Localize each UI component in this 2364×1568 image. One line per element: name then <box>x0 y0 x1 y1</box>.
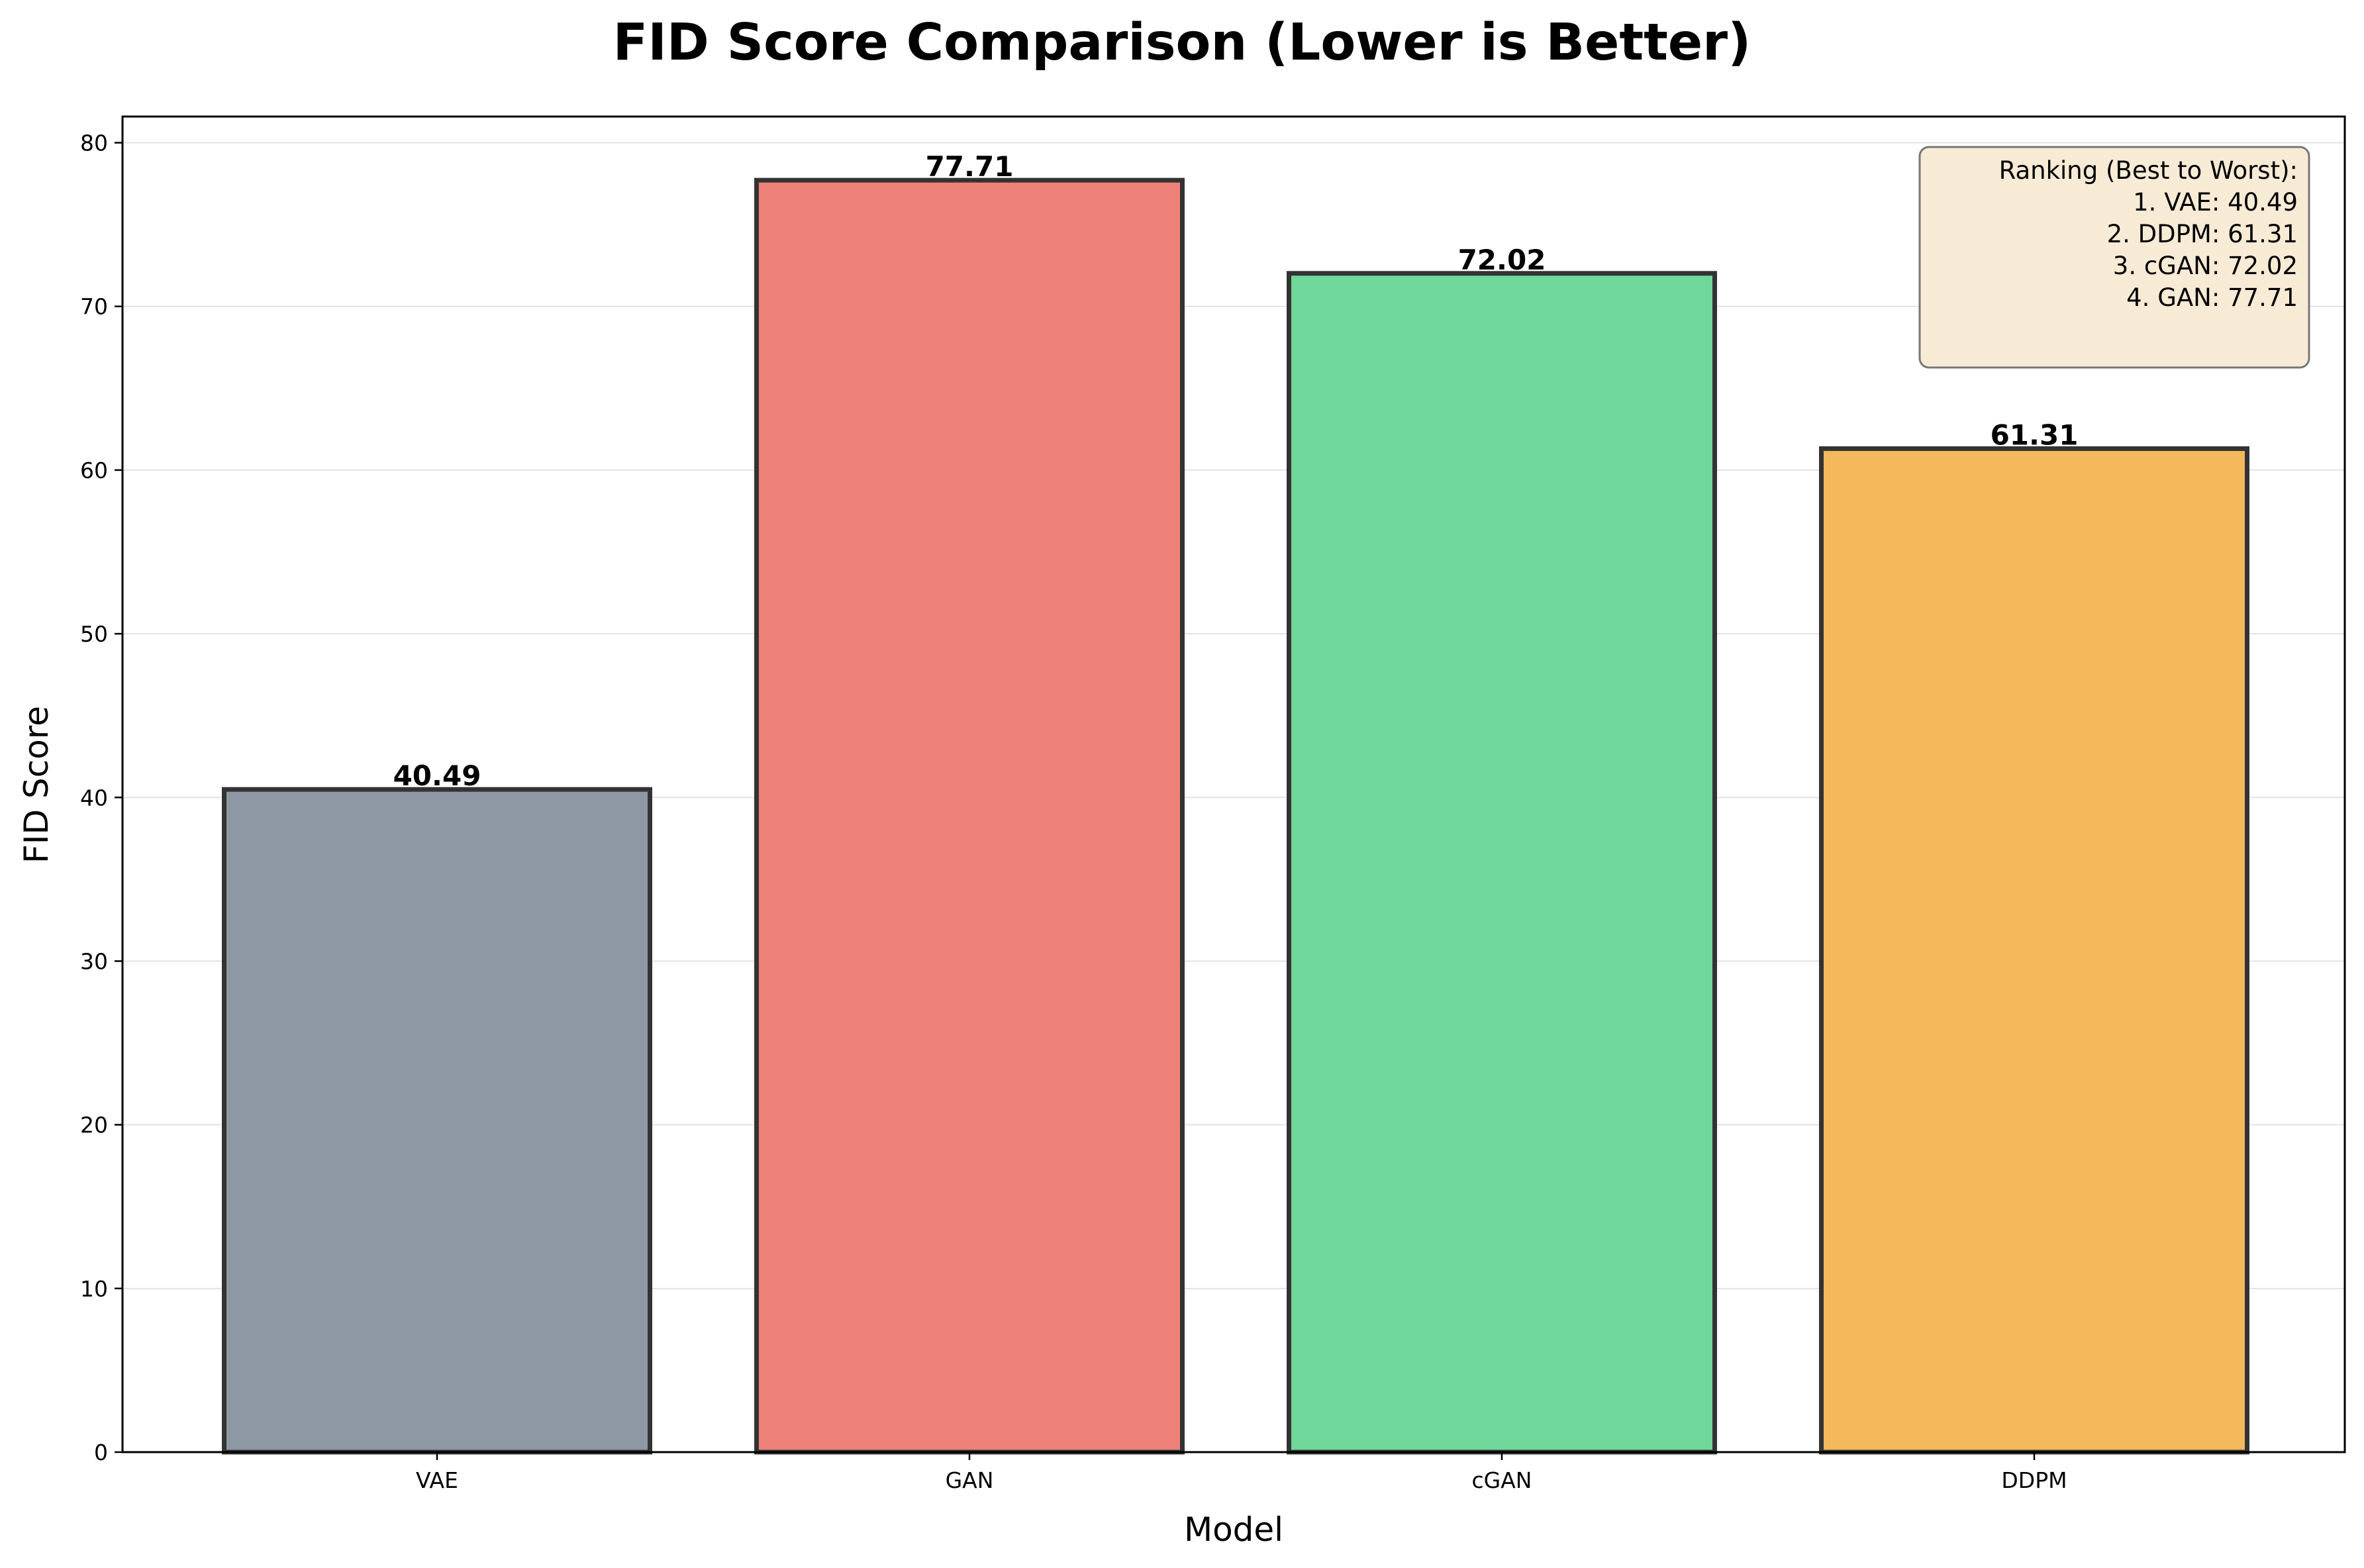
x-tick-label: VAE <box>416 1467 458 1493</box>
y-tick-label: 60 <box>80 458 108 483</box>
bar-vae <box>222 787 652 1455</box>
y-tick-label: 20 <box>80 1112 108 1138</box>
bar-cgan <box>1287 271 1717 1455</box>
bar-ddpm <box>1819 446 2249 1455</box>
data-label-vae: 40.49 <box>393 760 481 792</box>
ranking-annotation-line: 4. GAN: 77.71 <box>2126 283 2298 312</box>
x-tick-label: GAN <box>946 1467 994 1493</box>
data-label-cgan: 72.02 <box>1458 244 1546 276</box>
y-tick-label: 70 <box>80 294 108 320</box>
chart-title: FID Score Comparison (Lower is Better) <box>613 13 1751 72</box>
y-tick-label: 0 <box>94 1440 108 1465</box>
x-axis: VAE GAN cGAN DDPM <box>416 1452 2067 1493</box>
ranking-annotation-line: Ranking (Best to Worst): <box>1999 156 2298 185</box>
y-axis: 0 10 20 30 40 50 60 70 80 <box>80 130 123 1465</box>
y-tick-label: 50 <box>80 621 108 647</box>
y-tick-label: 10 <box>80 1276 108 1302</box>
y-axis-label: FID Score <box>17 706 56 863</box>
ranking-annotation-line: 1. VAE: 40.49 <box>2133 188 2298 217</box>
x-tick-label: cGAN <box>1472 1467 1532 1493</box>
y-tick-label: 40 <box>80 785 108 810</box>
ranking-annotation: Ranking (Best to Worst): 1. VAE: 40.49 2… <box>1918 146 2310 369</box>
ranking-annotation-line: 3. cGAN: 72.02 <box>2113 252 2298 280</box>
data-label-ddpm: 61.31 <box>1991 419 2079 452</box>
plot-area-frame <box>121 115 2346 1453</box>
x-tick-label: DDPM <box>2001 1467 2067 1493</box>
x-axis-label: Model <box>1184 1510 1283 1549</box>
bar-gan <box>754 177 1185 1455</box>
ranking-annotation-box <box>1918 146 2310 369</box>
y-tick-label: 30 <box>80 948 108 974</box>
data-labels: 40.49 77.71 72.02 61.31 <box>393 150 2079 792</box>
bars <box>222 177 2249 1455</box>
y-tick-label: 80 <box>80 130 108 156</box>
data-label-gan: 77.71 <box>926 150 1014 183</box>
ranking-annotation-line: 2. DDPM: 61.31 <box>2107 220 2298 248</box>
